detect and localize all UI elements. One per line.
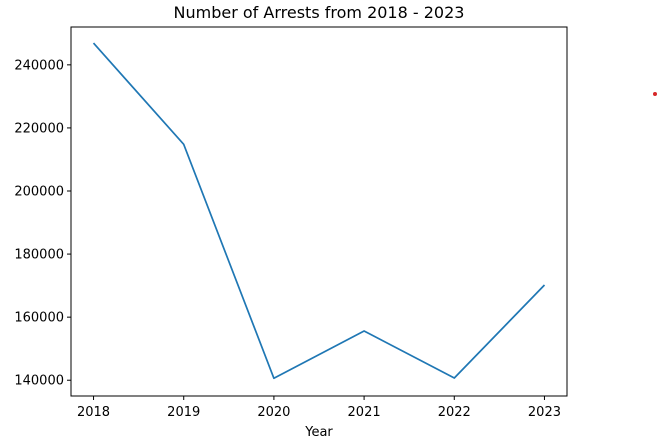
x-axis: 2018 2019 2020 2021 2022 2023 xyxy=(77,396,561,420)
x-tick-label: 2022 xyxy=(438,405,471,420)
stray-point-marker xyxy=(653,92,657,96)
x-tick-label: 2021 xyxy=(348,405,381,420)
x-axis-label: Year xyxy=(304,425,333,440)
plot-frame xyxy=(70,26,568,397)
y-tick-label: 140000 xyxy=(14,374,64,389)
plot-series xyxy=(92,42,546,380)
x-tick-label: 2019 xyxy=(167,405,200,420)
y-tick-label: 200000 xyxy=(14,185,64,200)
y-tick-label: 160000 xyxy=(14,311,64,326)
y-axis: 140000 160000 180000 200000 220000 240000 xyxy=(14,58,71,389)
series-line xyxy=(92,42,546,380)
chart-title: Number of Arrests from 2018 - 2023 xyxy=(174,3,465,22)
x-tick-label: 2020 xyxy=(257,405,290,420)
y-tick-label: 220000 xyxy=(14,121,64,136)
x-tick-label: 2018 xyxy=(77,405,110,420)
y-tick-label: 240000 xyxy=(14,58,64,73)
x-tick-label: 2023 xyxy=(528,405,561,420)
y-tick-label: 180000 xyxy=(14,248,64,263)
